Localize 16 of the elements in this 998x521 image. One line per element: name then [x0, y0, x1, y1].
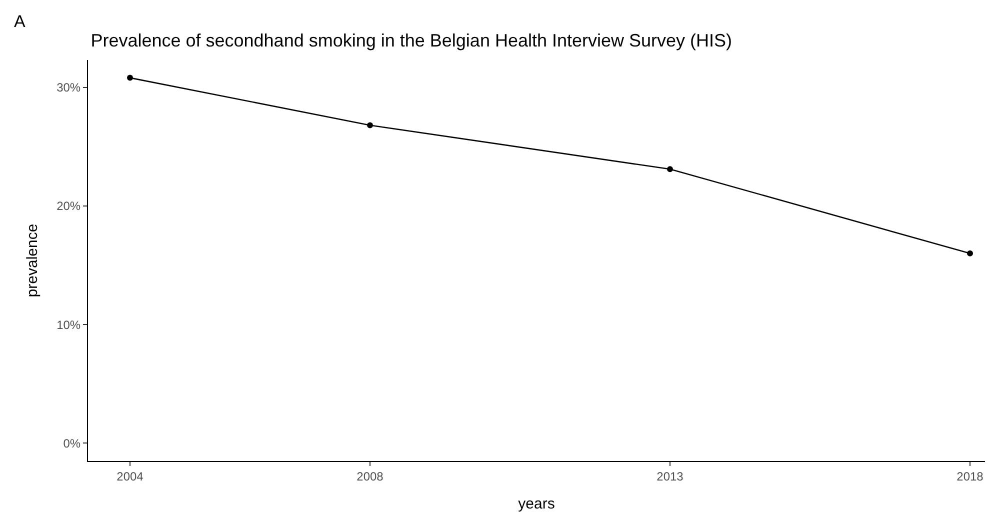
x-tick-label: 2018 [956, 469, 984, 484]
point [367, 122, 373, 128]
y-tick-label: 30% [56, 80, 81, 94]
point [967, 250, 973, 256]
x-tick-label: 2008 [356, 469, 384, 484]
x-tick-label: 2013 [656, 469, 684, 484]
point [667, 166, 673, 172]
y-tick-label: 10% [56, 318, 81, 332]
x-axis-title: years [518, 495, 555, 512]
y-axis-title: prevalence [24, 224, 41, 298]
y-tick-label: 20% [56, 199, 81, 214]
chart-title: Prevalence of secondhand smoking in the Belgian Health Interview Survey (HIS) [90, 30, 732, 50]
point [127, 74, 133, 81]
x-tick-label: 2004 [116, 469, 144, 484]
y-tick-label: 0% [63, 436, 81, 450]
text: A [14, 12, 26, 31]
